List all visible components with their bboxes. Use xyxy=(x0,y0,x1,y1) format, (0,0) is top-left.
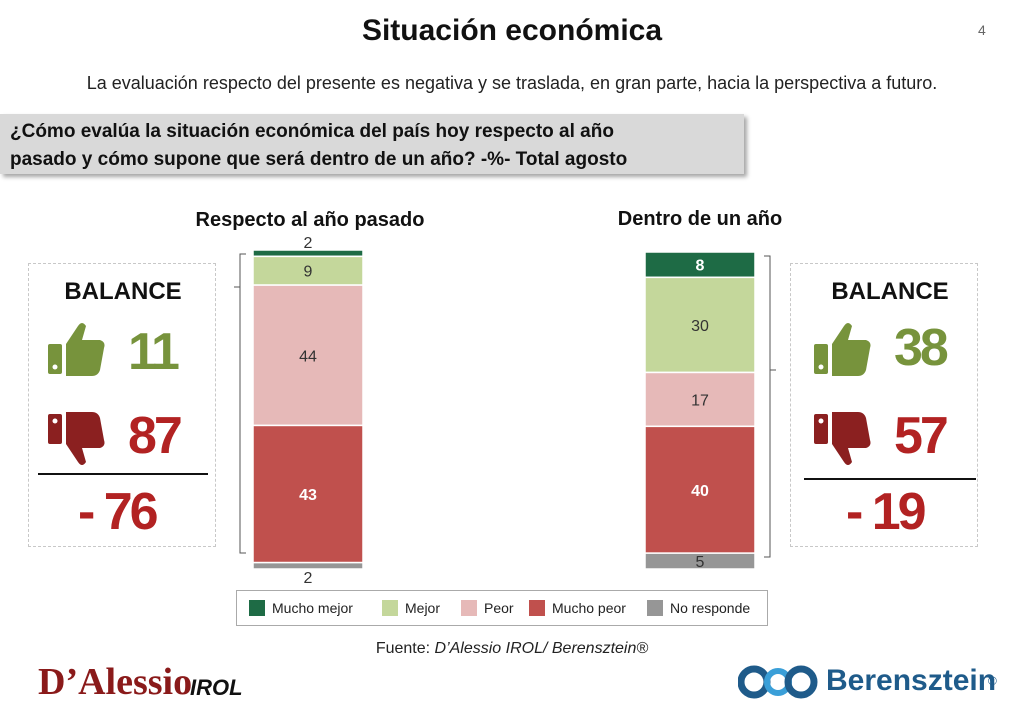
bracket-future xyxy=(764,255,771,558)
data-label-mejor-past: 9 xyxy=(304,264,313,281)
bar-segment-peor-future xyxy=(644,371,756,428)
question-text: ¿Cómo evalúa la situación económica del … xyxy=(10,118,730,174)
thumbs-up-icon xyxy=(46,318,108,385)
berensztein-logo: Berensztein xyxy=(826,664,997,697)
question-banner xyxy=(0,114,744,174)
data-label-peor-future: 17 xyxy=(691,392,709,409)
bar-segment-mucho-peor-past xyxy=(252,424,364,564)
dalessio-logo: D’Alessio xyxy=(38,661,193,703)
berensztein-logo-icon xyxy=(737,664,818,705)
legend-label: Mejor xyxy=(405,600,441,616)
legend-item-peor: Peor xyxy=(461,600,514,616)
dalessio-logo-suffix: IROL xyxy=(190,675,243,700)
balance-positive-past: 11 xyxy=(128,323,180,381)
balance-negative-past: 87 xyxy=(128,407,183,465)
chart-legend: Mucho mejor Mejor Peor Mucho peor No res… xyxy=(236,590,768,626)
bar-segment-no-responde-past xyxy=(252,561,364,570)
legend-swatch xyxy=(249,600,265,616)
legend-item-mucho-mejor: Mucho mejor xyxy=(249,600,353,616)
balance-positive-future: 38 xyxy=(894,319,949,377)
data-label-no-responde-future: 5 xyxy=(696,554,705,571)
data-label-mucho-mejor-past: 2 xyxy=(304,235,313,252)
balance-box-past xyxy=(28,263,216,547)
bar-segment-mejor-past xyxy=(252,255,364,286)
page-subtitle: La evaluación respecto del presente es n… xyxy=(86,73,938,93)
legend-label: No responde xyxy=(670,600,751,616)
legend-swatch xyxy=(382,600,398,616)
balance-negative-future: 57 xyxy=(894,407,949,465)
bar-segment-mucho-peor-future xyxy=(644,425,756,554)
page-number: 4 xyxy=(978,22,986,38)
data-label-mucho-peor-future: 40 xyxy=(691,483,709,500)
legend-item-mejor: Mejor xyxy=(382,600,440,616)
legend-label: Mucho peor xyxy=(552,600,626,616)
legend-item-no-responde: No responde xyxy=(647,600,750,616)
data-label-mucho-peor-past: 43 xyxy=(299,487,317,504)
balance-divider-future xyxy=(804,478,976,480)
thumbs-up-icon xyxy=(812,318,874,385)
balance-box-future xyxy=(790,263,978,547)
balance-result-future: - 19 xyxy=(846,483,927,541)
legend-item-mucho-peor: Mucho peor xyxy=(529,600,626,616)
data-label-mejor-future: 30 xyxy=(691,318,709,335)
legend-label: Peor xyxy=(484,600,514,616)
question-line-2: pasado y cómo supone que será dentro de … xyxy=(10,149,628,170)
bar-segment-mejor-future xyxy=(644,276,756,374)
source-name: D’Alessio IROL/ Berensztein® xyxy=(434,640,649,657)
balance-divider-past xyxy=(38,473,208,475)
berensztein-logo-reg: ® xyxy=(988,674,997,688)
bar-segment-no-responde-future xyxy=(644,552,756,570)
thumbs-down-icon xyxy=(46,408,108,475)
source-note: Fuente: D’Alessio IROL/ Berensztein® xyxy=(0,640,1024,658)
data-label-mucho-mejor-future: 8 xyxy=(696,258,705,275)
legend-swatch xyxy=(647,600,663,616)
bar-segment-peor-past xyxy=(252,284,364,427)
question-line-1: ¿Cómo evalúa la situación económica del … xyxy=(10,121,614,142)
chart-title-future: Dentro de un año xyxy=(617,208,783,230)
balance-label-past: BALANCE xyxy=(64,278,182,305)
data-label-peor-past: 44 xyxy=(299,348,317,365)
page-title: Situación económica xyxy=(361,14,663,47)
data-label-no-responde-past: 2 xyxy=(304,570,313,587)
legend-label: Mucho mejor xyxy=(272,600,353,616)
balance-result-past: - 76 xyxy=(78,483,159,541)
legend-swatch xyxy=(461,600,477,616)
bracket-past xyxy=(239,253,246,554)
chart-title-past: Respecto al año pasado xyxy=(195,209,425,231)
thumbs-down-icon xyxy=(812,408,874,475)
legend-swatch xyxy=(529,600,545,616)
balance-label-future: BALANCE xyxy=(831,278,949,305)
source-prefix: Fuente: xyxy=(375,640,435,657)
